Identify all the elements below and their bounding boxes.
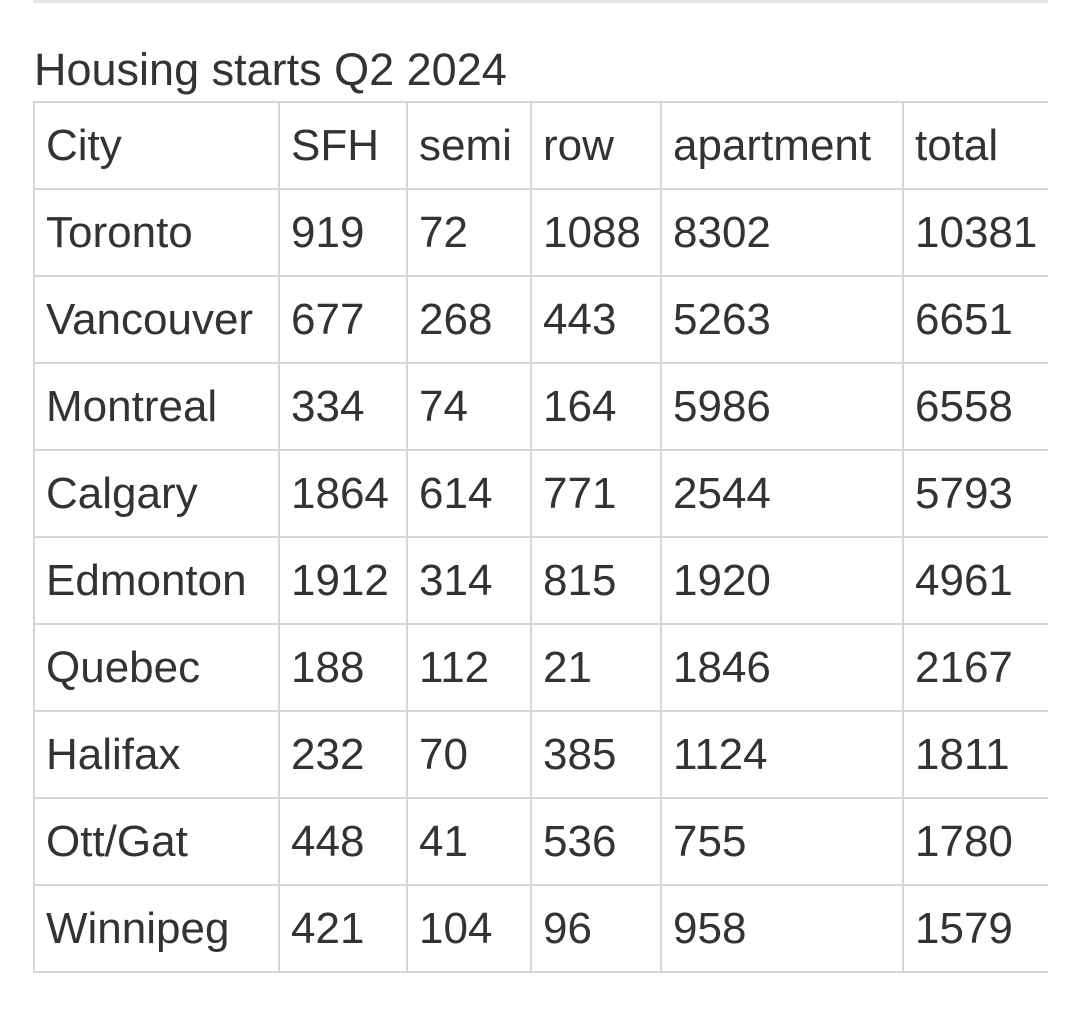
table-row: Ott/Gat 448 41 536 755 1780: [33, 797, 1048, 886]
value-cell: 314: [406, 536, 532, 625]
value-cell: 232: [278, 710, 408, 799]
value-cell: 755: [660, 797, 904, 886]
value-cell: 1811: [902, 710, 1048, 799]
table-row: Halifax 232 70 385 1124 1811: [33, 710, 1048, 799]
value-cell: 448: [278, 797, 408, 886]
value-cell: 70: [406, 710, 532, 799]
value-cell: 815: [530, 536, 662, 625]
value-cell: 919: [278, 188, 408, 277]
header-cell: City: [33, 101, 280, 190]
value-cell: 41: [406, 797, 532, 886]
city-cell: Toronto: [33, 188, 280, 277]
city-cell: Winnipeg: [33, 884, 280, 973]
table-row: Calgary 1864 614 771 2544 5793: [33, 449, 1048, 538]
value-cell: 1846: [660, 623, 904, 712]
value-cell: 1864: [278, 449, 408, 538]
header-cell: apartment: [660, 101, 904, 190]
value-cell: 614: [406, 449, 532, 538]
value-cell: 104: [406, 884, 532, 973]
table-row: Montreal 334 74 164 5986 6558: [33, 362, 1048, 451]
value-cell: 6558: [902, 362, 1048, 451]
table-row: Vancouver 677 268 443 5263 6651: [33, 275, 1048, 364]
header-row: City SFH semi row apartment total: [33, 101, 1048, 190]
city-cell: Calgary: [33, 449, 280, 538]
value-cell: 771: [530, 449, 662, 538]
header-cell: total: [902, 101, 1048, 190]
header-cell: row: [530, 101, 662, 190]
city-cell: Montreal: [33, 362, 280, 451]
value-cell: 1920: [660, 536, 904, 625]
city-cell: Vancouver: [33, 275, 280, 364]
value-cell: 2167: [902, 623, 1048, 712]
value-cell: 164: [530, 362, 662, 451]
divider: [33, 0, 1048, 3]
table-row: Winnipeg 421 104 96 958 1579: [33, 884, 1048, 973]
value-cell: 443: [530, 275, 662, 364]
value-cell: 677: [278, 275, 408, 364]
value-cell: 268: [406, 275, 532, 364]
city-cell: Quebec: [33, 623, 280, 712]
value-cell: 5263: [660, 275, 904, 364]
value-cell: 1124: [660, 710, 904, 799]
value-cell: 2544: [660, 449, 904, 538]
value-cell: 334: [278, 362, 408, 451]
city-cell: Edmonton: [33, 536, 280, 625]
table-row: Edmonton 1912 314 815 1920 4961: [33, 536, 1048, 625]
value-cell: 112: [406, 623, 532, 712]
value-cell: 1780: [902, 797, 1048, 886]
value-cell: 10381: [902, 188, 1048, 277]
value-cell: 1912: [278, 536, 408, 625]
value-cell: 421: [278, 884, 408, 973]
table-caption: Housing starts Q2 2024: [34, 44, 507, 95]
data-table: City SFH semi row apartment total Toronto 919 72…: [33, 101, 1048, 973]
value-cell: 72: [406, 188, 532, 277]
value-cell: 958: [660, 884, 904, 973]
header-cell: SFH: [278, 101, 408, 190]
value-cell: 5986: [660, 362, 904, 451]
value-cell: 385: [530, 710, 662, 799]
table-container: City SFH semi row apartment total Toronto 919 72…: [33, 101, 1048, 1001]
city-cell: Halifax: [33, 710, 280, 799]
value-cell: 188: [278, 623, 408, 712]
value-cell: 1579: [902, 884, 1048, 973]
value-cell: 8302: [660, 188, 904, 277]
value-cell: 21: [530, 623, 662, 712]
value-cell: 5793: [902, 449, 1048, 538]
value-cell: 6651: [902, 275, 1048, 364]
table-row: Toronto 919 72 1088 8302 10381: [33, 188, 1048, 277]
header-cell: semi: [406, 101, 532, 190]
value-cell: 536: [530, 797, 662, 886]
value-cell: 96: [530, 884, 662, 973]
table-row: Quebec 188 112 21 1846 2167: [33, 623, 1048, 712]
city-cell: Ott/Gat: [33, 797, 280, 886]
value-cell: 1088: [530, 188, 662, 277]
value-cell: 4961: [902, 536, 1048, 625]
value-cell: 74: [406, 362, 532, 451]
